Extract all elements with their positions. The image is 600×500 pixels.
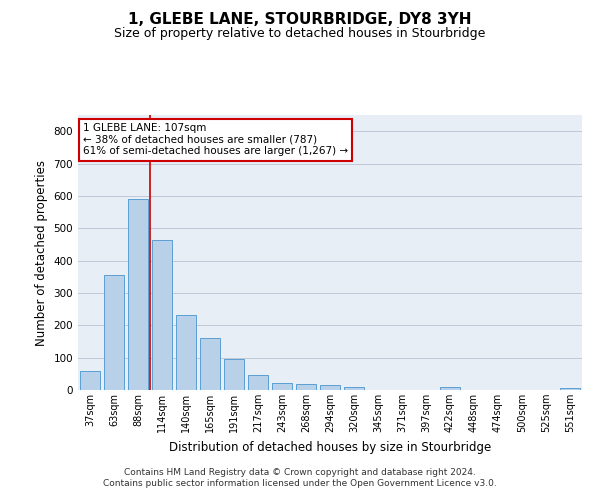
Bar — [560, 388, 580, 390]
Text: 1 GLEBE LANE: 107sqm
← 38% of detached houses are smaller (787)
61% of semi-deta: 1 GLEBE LANE: 107sqm ← 38% of detached h… — [83, 123, 348, 156]
Bar — [152, 240, 172, 390]
Bar — [80, 371, 100, 390]
Y-axis label: Number of detached properties: Number of detached properties — [35, 160, 48, 346]
Bar — [344, 387, 364, 390]
Bar — [176, 315, 196, 390]
Bar — [104, 274, 124, 390]
X-axis label: Distribution of detached houses by size in Stourbridge: Distribution of detached houses by size … — [169, 440, 491, 454]
Bar — [128, 199, 148, 390]
Bar — [200, 338, 220, 390]
Bar — [440, 387, 460, 390]
Bar — [296, 384, 316, 390]
Bar — [320, 385, 340, 390]
Bar — [272, 382, 292, 390]
Bar — [248, 375, 268, 390]
Bar — [224, 360, 244, 390]
Text: Contains HM Land Registry data © Crown copyright and database right 2024.
Contai: Contains HM Land Registry data © Crown c… — [103, 468, 497, 487]
Text: Size of property relative to detached houses in Stourbridge: Size of property relative to detached ho… — [115, 28, 485, 40]
Text: 1, GLEBE LANE, STOURBRIDGE, DY8 3YH: 1, GLEBE LANE, STOURBRIDGE, DY8 3YH — [128, 12, 472, 28]
